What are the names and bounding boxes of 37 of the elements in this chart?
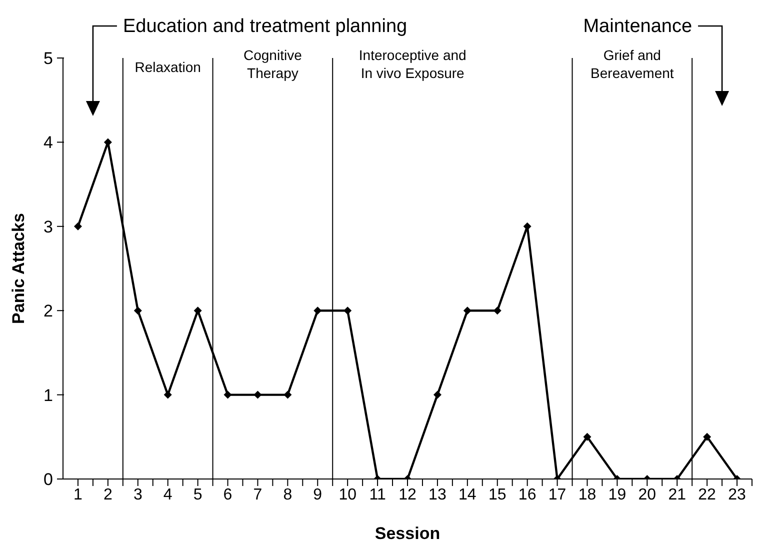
- x-tick-label: 9: [313, 486, 322, 504]
- x-tick-label: 4: [163, 486, 172, 504]
- x-tick-label: 15: [488, 486, 506, 504]
- y-tick-label: 2: [44, 302, 53, 321]
- y-tick-label: 4: [44, 133, 53, 152]
- y-tick-label: 1: [44, 386, 53, 405]
- x-tick-label: 20: [638, 486, 656, 504]
- x-tick-label: 19: [608, 486, 626, 504]
- x-tick-label: 3: [133, 486, 142, 504]
- x-tick-label: 12: [398, 486, 416, 504]
- x-tick-label: 16: [518, 486, 536, 504]
- x-tick-label: 21: [668, 486, 686, 504]
- x-tick-label: 10: [338, 486, 357, 504]
- text: Education and treatment planning: [122, 16, 408, 37]
- x-tick-label: 23: [728, 486, 746, 504]
- x-tick-label: 17: [548, 486, 566, 504]
- y-tick-label: 0: [44, 470, 53, 489]
- x-tick-label: 1: [74, 486, 83, 504]
- x-tick-label: 6: [223, 486, 232, 504]
- x-tick-label: 11: [369, 486, 386, 504]
- x-tick-label: 2: [103, 486, 112, 504]
- x-tick-label: 8: [283, 486, 292, 504]
- x-tick-label: 18: [578, 486, 596, 504]
- x-tick-label: 7: [253, 486, 262, 504]
- ref-line-label: Relaxation: [134, 59, 201, 75]
- ref-line-label: Grief and Bereavement: [590, 47, 674, 81]
- y-tick-label: 5: [44, 49, 53, 68]
- x-axis-title: Session: [374, 524, 440, 543]
- text: Maintenance: [583, 16, 692, 37]
- ref-line-label: Cognitive Therapy: [244, 47, 302, 81]
- x-tick-label: 22: [698, 486, 716, 504]
- x-tick-label: 14: [458, 486, 476, 504]
- x-tick-label: 5: [193, 486, 202, 504]
- y-axis-title: Panic Attacks: [9, 213, 28, 324]
- ref-line-label: Interoceptive and In vivo Exposure: [358, 47, 466, 81]
- x-tick-label: 13: [428, 486, 446, 504]
- y-tick-label: 3: [44, 217, 53, 236]
